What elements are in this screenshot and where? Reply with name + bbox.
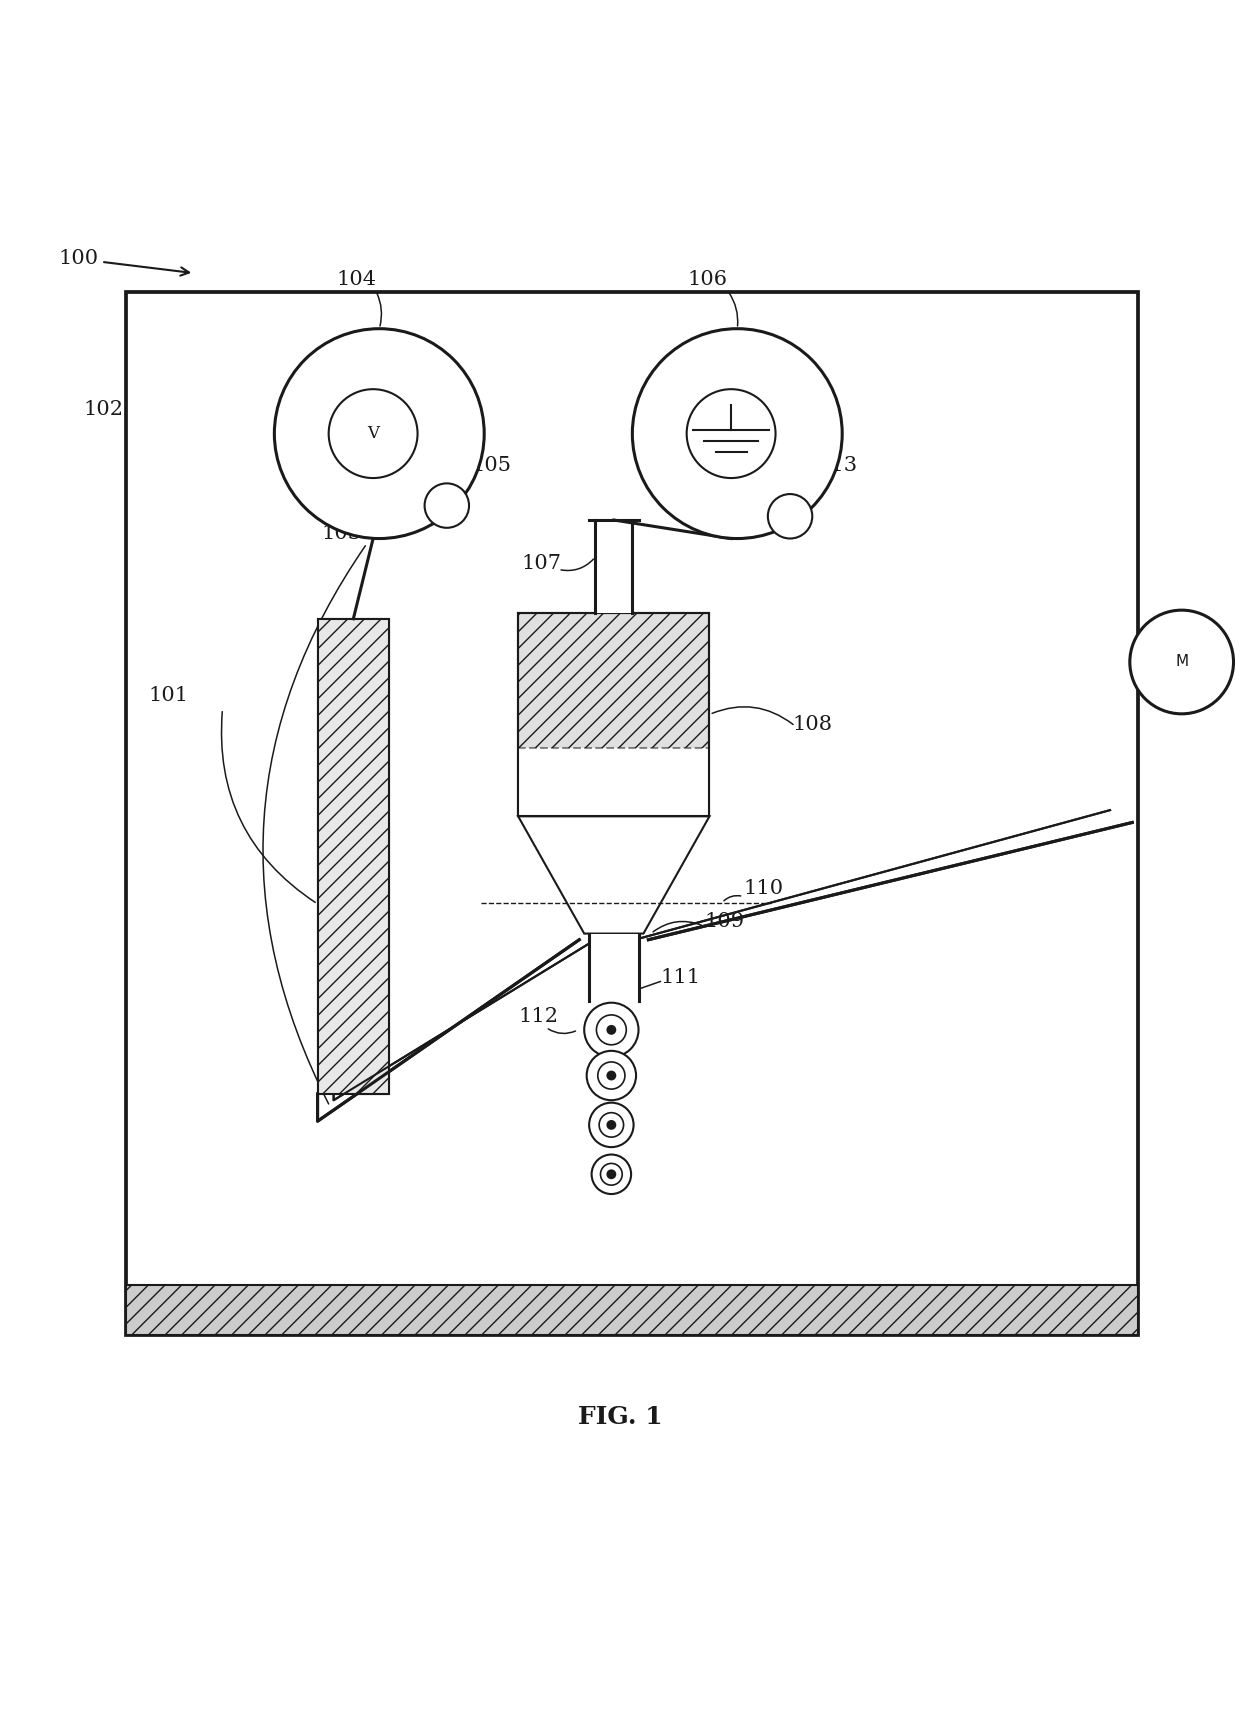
Text: 108: 108 — [792, 715, 833, 734]
Circle shape — [606, 1169, 616, 1179]
Text: 112: 112 — [518, 1007, 559, 1026]
Bar — [126, 292, 1138, 1334]
Circle shape — [1130, 610, 1234, 713]
Bar — [589, 933, 639, 1002]
Text: 105: 105 — [472, 456, 512, 474]
Text: 107: 107 — [521, 555, 562, 574]
Circle shape — [424, 483, 469, 528]
Circle shape — [329, 388, 418, 478]
Bar — [518, 748, 709, 817]
Circle shape — [589, 1102, 634, 1147]
Text: 111: 111 — [661, 968, 701, 987]
Circle shape — [599, 1112, 624, 1138]
Circle shape — [591, 1155, 631, 1195]
Circle shape — [606, 1025, 616, 1035]
Text: 106: 106 — [688, 270, 728, 289]
Circle shape — [584, 1002, 639, 1057]
Circle shape — [598, 1062, 625, 1090]
Text: M: M — [1176, 655, 1188, 669]
Text: 103: 103 — [321, 524, 361, 543]
Text: 100: 100 — [58, 249, 188, 275]
Text: 109: 109 — [704, 913, 744, 932]
Text: 110: 110 — [744, 878, 784, 897]
Text: 101: 101 — [149, 686, 188, 705]
Bar — [595, 521, 632, 612]
Bar — [317, 619, 389, 1093]
Circle shape — [596, 1014, 626, 1045]
Circle shape — [606, 1071, 616, 1081]
Circle shape — [274, 328, 484, 538]
Text: V: V — [367, 425, 379, 442]
Text: FIG. 1: FIG. 1 — [578, 1406, 662, 1430]
Text: 113: 113 — [817, 456, 858, 474]
Circle shape — [600, 1164, 622, 1184]
Polygon shape — [518, 817, 709, 933]
Circle shape — [632, 328, 842, 538]
Text: 102: 102 — [83, 401, 123, 419]
Bar — [518, 612, 709, 817]
Polygon shape — [317, 810, 1132, 1121]
Circle shape — [606, 1121, 616, 1129]
Bar — [317, 619, 389, 1093]
Text: 104: 104 — [336, 270, 376, 289]
Bar — [126, 1286, 1138, 1334]
Circle shape — [768, 493, 812, 538]
Circle shape — [687, 388, 775, 478]
Circle shape — [587, 1050, 636, 1100]
